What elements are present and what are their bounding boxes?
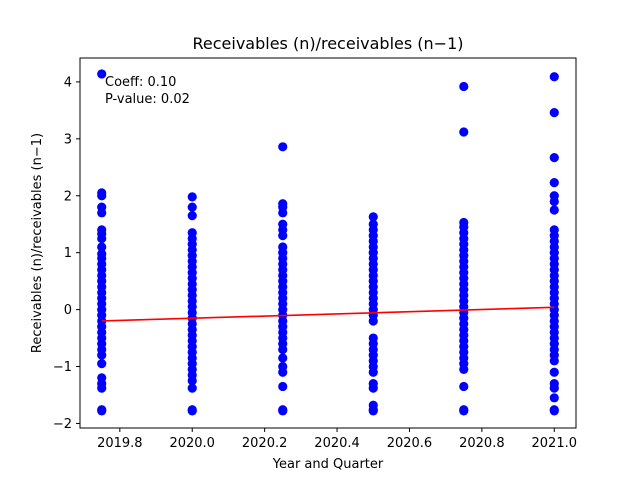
data-point bbox=[549, 383, 559, 393]
x-tick-label: 2020.6 bbox=[387, 436, 433, 451]
x-tick-label: 2020.4 bbox=[314, 436, 360, 451]
data-point bbox=[459, 81, 469, 92]
data-point bbox=[278, 208, 288, 218]
x-axis: 2019.8 2020.0 2020.2 2020.4 2020.6 2020.8 2021… bbox=[97, 428, 577, 451]
data-point bbox=[97, 359, 107, 369]
data-point bbox=[187, 383, 197, 393]
plot-frame bbox=[79, 57, 577, 429]
data-point bbox=[549, 393, 559, 403]
p-value-annotation: P-value: 0.02 bbox=[105, 92, 190, 107]
data-point bbox=[549, 205, 559, 215]
data-point bbox=[97, 233, 107, 244]
plot-content bbox=[97, 69, 559, 416]
x-tick-label: 2020.8 bbox=[459, 436, 505, 451]
data-point bbox=[549, 367, 559, 377]
data-point bbox=[549, 196, 559, 207]
y-tick-label: 3 bbox=[64, 132, 72, 147]
data-point bbox=[97, 191, 107, 201]
data-point bbox=[278, 381, 288, 392]
data-point bbox=[549, 153, 559, 163]
y-tick-label: 0 bbox=[64, 303, 72, 318]
y-axis: −2 −1 0 1 2 3 4 bbox=[53, 75, 80, 432]
data-point bbox=[549, 178, 559, 188]
regression-line bbox=[101, 306, 555, 322]
data-point bbox=[97, 69, 107, 79]
data-point bbox=[459, 406, 469, 416]
data-point bbox=[278, 142, 288, 152]
data-point bbox=[187, 192, 197, 202]
data-point bbox=[97, 406, 107, 416]
data-point bbox=[549, 356, 559, 366]
data-point bbox=[278, 344, 288, 355]
data-point bbox=[278, 231, 288, 241]
data-point bbox=[278, 406, 288, 416]
data-point bbox=[187, 406, 197, 416]
data-point bbox=[549, 406, 559, 416]
y-tick-label: 2 bbox=[64, 189, 72, 204]
y-tick-label: −2 bbox=[53, 417, 72, 432]
data-point bbox=[368, 367, 378, 377]
y-tick-label: −1 bbox=[53, 360, 72, 375]
data-point bbox=[459, 364, 469, 374]
x-tick-label: 2020.0 bbox=[169, 436, 215, 451]
x-axis-label: Year and Quarter bbox=[272, 457, 384, 472]
data-point bbox=[187, 211, 197, 221]
data-point bbox=[278, 367, 288, 377]
data-point bbox=[278, 353, 288, 363]
data-point bbox=[97, 350, 107, 360]
data-point bbox=[459, 381, 469, 392]
x-tick-label: 2019.8 bbox=[97, 436, 143, 451]
x-tick-label: 2021.0 bbox=[532, 436, 578, 451]
y-tick-label: 1 bbox=[64, 246, 72, 261]
data-point bbox=[549, 72, 559, 82]
coeff-annotation: Coeff: 0.10 bbox=[105, 75, 176, 90]
data-point bbox=[97, 242, 107, 252]
data-point bbox=[368, 316, 378, 326]
data-point bbox=[97, 208, 107, 218]
data-point bbox=[187, 376, 197, 386]
data-point bbox=[97, 383, 107, 393]
data-point bbox=[187, 202, 197, 212]
data-point bbox=[368, 383, 378, 393]
y-tick-label: 4 bbox=[64, 75, 72, 90]
data-point bbox=[368, 212, 378, 222]
data-point bbox=[549, 108, 559, 118]
y-axis-label: Receivables (n)/receivables (n−1) bbox=[30, 133, 45, 353]
chart-title: Receivables (n)/receivables (n−1) bbox=[193, 34, 464, 53]
data-point bbox=[459, 127, 469, 137]
x-tick-label: 2020.2 bbox=[242, 436, 288, 451]
data-point bbox=[368, 406, 378, 416]
